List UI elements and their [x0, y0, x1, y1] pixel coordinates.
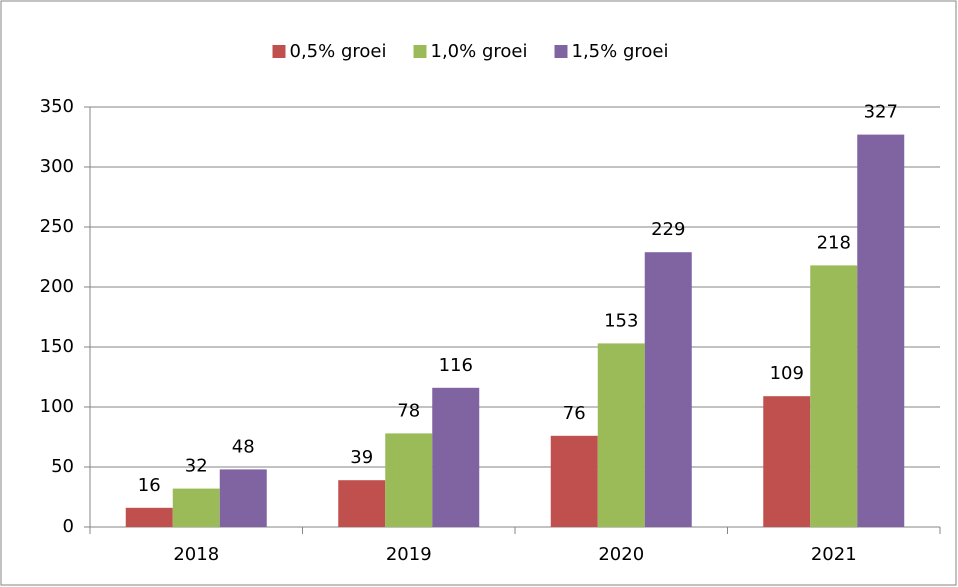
bar — [219, 469, 267, 527]
data-label: 116 — [439, 355, 473, 376]
y-tick-label: 0 — [63, 516, 74, 537]
bar — [125, 507, 173, 527]
legend-swatch — [272, 45, 286, 58]
bar — [810, 265, 858, 527]
bar — [172, 488, 220, 527]
legend-label: 0,5% groei — [290, 41, 387, 62]
data-label: 327 — [864, 102, 898, 123]
y-tick-label: 200 — [40, 276, 74, 297]
y-tick-label: 150 — [40, 336, 74, 357]
bar — [597, 343, 645, 527]
data-label: 48 — [232, 436, 255, 457]
y-tick-label: 100 — [40, 396, 74, 417]
x-tick-label: 2020 — [598, 544, 644, 565]
bar — [550, 435, 598, 527]
bar — [385, 433, 433, 527]
data-label: 39 — [350, 447, 373, 468]
y-tick-label: 50 — [51, 456, 74, 477]
y-tick-label: 350 — [40, 96, 74, 117]
data-label: 109 — [770, 363, 804, 384]
legend-swatch — [554, 45, 568, 58]
x-tick-label: 2021 — [811, 544, 857, 565]
bar — [857, 134, 905, 527]
x-tick-label: 2018 — [173, 544, 219, 565]
data-label: 218 — [817, 232, 851, 253]
data-label: 76 — [563, 403, 586, 424]
bar — [432, 387, 480, 527]
y-tick-label: 250 — [40, 216, 74, 237]
bar — [338, 480, 386, 527]
legend-label: 1,0% groei — [431, 41, 528, 62]
data-label: 153 — [604, 310, 638, 331]
legend-label: 1,5% groei — [572, 41, 669, 62]
bar — [763, 396, 811, 527]
data-label: 78 — [397, 400, 420, 421]
bar — [644, 252, 692, 527]
legend-swatch — [413, 45, 427, 58]
data-label: 16 — [138, 475, 161, 496]
y-tick-label: 300 — [40, 156, 74, 177]
data-label: 32 — [185, 456, 208, 477]
data-label: 229 — [651, 219, 685, 240]
legend: 0,5% groei 1,0% groei 1,5% groei — [272, 41, 669, 62]
x-tick-label: 2019 — [386, 544, 432, 565]
